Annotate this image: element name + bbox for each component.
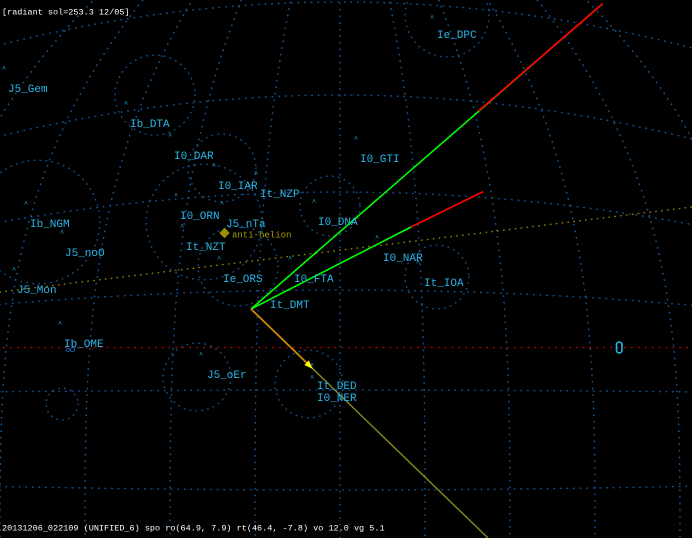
svg-text:^: ^ [2, 65, 6, 74]
svg-text:It_NZP: It_NZP [260, 189, 300, 201]
svg-text:J5_Gem: J5_Gem [8, 84, 48, 96]
svg-text:^: ^ [168, 132, 172, 141]
svg-text:^: ^ [220, 200, 224, 209]
svg-text:^: ^ [430, 14, 434, 23]
svg-text:It_IOA: It_IOA [424, 278, 464, 290]
svg-text:It_DED: It_DED [317, 381, 357, 393]
svg-text:anti-helion: anti-helion [232, 231, 291, 241]
svg-text:20131206_022109 (UNIFIED_6) sp: 20131206_022109 (UNIFIED_6) spo ro(64.9,… [2, 524, 385, 534]
svg-text:I0_NER: I0_NER [317, 393, 357, 405]
svg-text:^: ^ [310, 374, 314, 383]
svg-text:^: ^ [212, 162, 216, 171]
svg-text:^: ^ [288, 255, 292, 264]
svg-text:^: ^ [24, 200, 28, 209]
svg-text:Ie_ORS: Ie_ORS [223, 274, 263, 286]
svg-text:Ib_DTA: Ib_DTA [130, 119, 170, 131]
svg-text:oO: oO [66, 347, 76, 354]
svg-text:Ie_DPC: Ie_DPC [437, 30, 477, 42]
svg-text:J5_nTa: J5_nTa [226, 219, 266, 231]
svg-text:I0_DNA: I0_DNA [318, 217, 358, 229]
svg-text:^: ^ [312, 198, 316, 207]
svg-text:[radiant sol=253.3 12/05]: [radiant sol=253.3 12/05] [2, 8, 130, 18]
svg-text:^: ^ [254, 170, 258, 179]
svg-text:^: ^ [174, 192, 178, 201]
svg-text:J5_noO: J5_noO [65, 248, 105, 260]
svg-text:It_DMT: It_DMT [270, 300, 310, 312]
svg-text:I0_FTA: I0_FTA [294, 274, 334, 286]
svg-text:^: ^ [60, 229, 64, 238]
svg-text:^: ^ [375, 234, 379, 243]
svg-text:I0_ORN: I0_ORN [180, 211, 220, 223]
svg-text:^: ^ [310, 362, 314, 371]
svg-text:^: ^ [416, 259, 420, 268]
svg-text:^: ^ [217, 255, 221, 264]
svg-text:^: ^ [180, 223, 184, 232]
svg-text:I0_GTI: I0_GTI [360, 154, 400, 166]
svg-text:^: ^ [12, 266, 16, 275]
svg-text:^: ^ [354, 135, 358, 144]
svg-text:^: ^ [124, 100, 128, 109]
svg-text:^: ^ [199, 351, 203, 360]
svg-text:It_NZT: It_NZT [186, 242, 226, 254]
svg-text:I0_IAR: I0_IAR [218, 181, 258, 193]
svg-text:J5_Mon: J5_Mon [17, 285, 57, 297]
svg-text:J5_oEr: J5_oEr [207, 370, 247, 382]
svg-text:I0_DAR: I0_DAR [174, 151, 214, 163]
svg-text:^: ^ [58, 320, 62, 329]
